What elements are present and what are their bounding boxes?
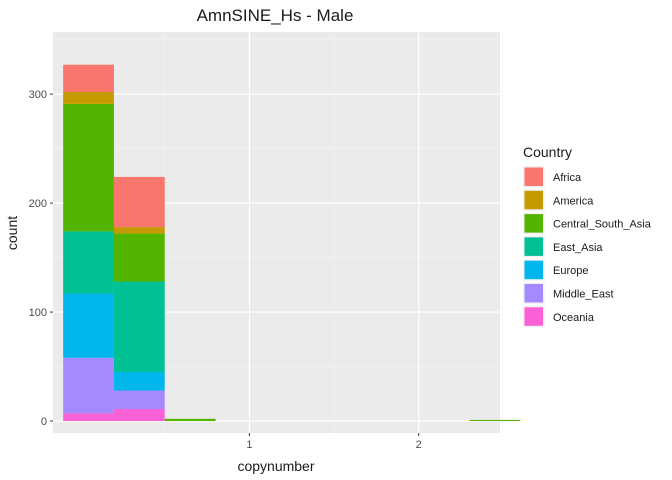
bar-segment-america [113, 227, 165, 234]
legend-label-america: America [553, 195, 594, 207]
bar-segment-middle-east [113, 390, 165, 410]
bar-segment-africa [63, 64, 114, 92]
bar-segment-africa [113, 176, 165, 228]
chart-title: AmnSINE_Hs - Male [197, 6, 354, 25]
x-axis-title: copynumber [237, 458, 314, 474]
x-tick-label: 1 [246, 439, 252, 451]
legend-swatch-america [524, 190, 543, 210]
legend-title: Country [523, 144, 572, 160]
bar-segment-oceania [113, 409, 165, 422]
bar-segment-central-south-asia [164, 418, 216, 422]
legend-swatch-east-asia [524, 237, 543, 256]
legend: Country Africa America Central_South_Asia E… [523, 144, 652, 328]
legend-swatch-europe [524, 260, 543, 280]
bar-segment-middle-east [63, 357, 114, 414]
legend-swatch-oceania [524, 307, 543, 326]
axes-layer: 0 100 200 300 1 2 [29, 89, 422, 451]
y-tick-label: 200 [29, 198, 47, 210]
y-tick-label: 300 [29, 89, 47, 101]
y-tick-label: 0 [41, 416, 47, 428]
bar-segment-europe [63, 293, 114, 358]
bar-segment-oceania [63, 413, 114, 422]
legend-label-europe: Europe [553, 265, 588, 277]
bar-segment-central-south-asia [113, 233, 165, 282]
legend-label-central-south-asia: Central_South_Asia [553, 219, 652, 231]
legend-label-middle-east: Middle_East [553, 289, 614, 301]
y-tick-label: 100 [29, 307, 47, 319]
bar-segment-europe [113, 371, 165, 391]
bar-segment-america [63, 91, 114, 104]
legend-swatch-middle-east [524, 284, 543, 303]
bar-segment-east-asia [113, 281, 165, 372]
legend-label-east-asia: East_Asia [553, 242, 603, 254]
bar-segment-central-south-asia [469, 419, 521, 422]
legend-label-africa: Africa [553, 172, 582, 184]
legend-swatch-central-south-asia [524, 214, 543, 233]
legend-swatch-africa [524, 167, 543, 186]
y-axis-title: count [4, 216, 20, 250]
legend-label-oceania: Oceania [553, 312, 595, 324]
bar-segment-east-asia [63, 231, 114, 294]
x-tick-label: 2 [416, 439, 422, 451]
bars-layer [63, 64, 521, 422]
bar-segment-central-south-asia [63, 103, 114, 232]
